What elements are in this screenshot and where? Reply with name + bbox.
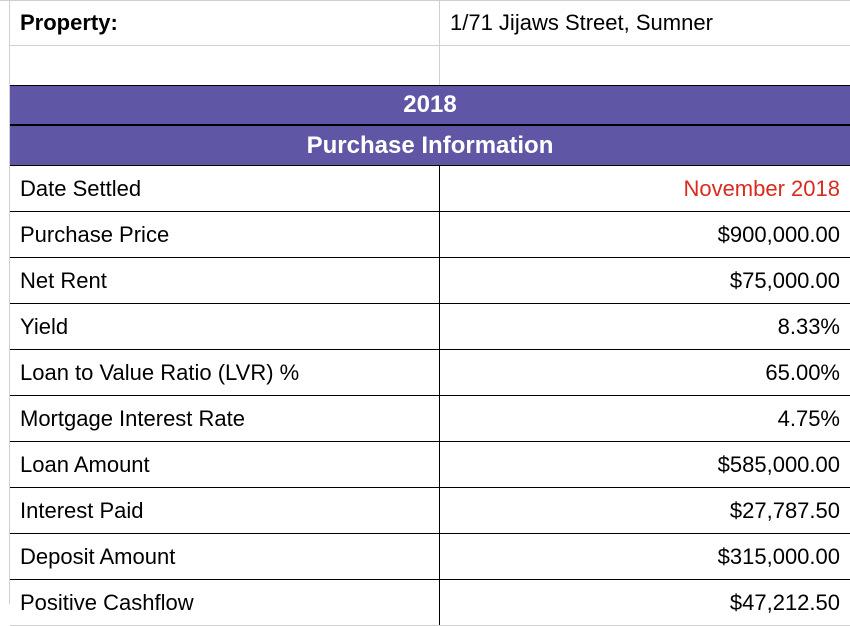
row-label-cell[interactable]: Date Settled [10, 166, 440, 211]
row-label-cell[interactable]: Loan to Value Ratio (LVR) % [10, 350, 440, 395]
table-row: Positive Cashflow $47,212.50 [10, 580, 850, 626]
table-row: Deposit Amount $315,000.00 [10, 534, 850, 580]
table-row: Interest Paid $27,787.50 [10, 488, 850, 534]
row-value: 65.00% [765, 360, 840, 386]
data-rows: Date Settled November 2018 Purchase Price $… [10, 166, 850, 626]
table-row: Net Rent $75,000.00 [10, 258, 850, 304]
row-label-cell[interactable]: Yield [10, 304, 440, 349]
year-banner[interactable]: 2018 [10, 86, 850, 126]
row-value-cell[interactable]: $27,787.50 [440, 488, 850, 533]
row-label: Purchase Price [20, 222, 169, 248]
row-label: Loan to Value Ratio (LVR) % [20, 360, 299, 386]
row-value: $27,787.50 [730, 498, 840, 524]
row-value: $75,000.00 [730, 268, 840, 294]
spacer-right[interactable] [440, 46, 850, 85]
year-banner-text: 2018 [403, 91, 456, 119]
row-label: Interest Paid [20, 498, 144, 524]
row-value: $47,212.50 [730, 590, 840, 616]
spacer-left[interactable] [10, 46, 440, 85]
property-label-cell[interactable]: Property: [10, 0, 440, 45]
table-row: Yield 8.33% [10, 304, 850, 350]
row-value-cell[interactable]: 4.75% [440, 396, 850, 441]
content-area: Property: 1/71 Jijaws Street, Sumner 201… [10, 0, 850, 626]
row-value: 8.33% [778, 314, 840, 340]
row-label-cell[interactable]: Deposit Amount [10, 534, 440, 579]
section-banner[interactable]: Purchase Information [10, 126, 850, 166]
row-label: Mortgage Interest Rate [20, 406, 245, 432]
row-label: Loan Amount [20, 452, 150, 478]
spreadsheet-sheet: Property: 1/71 Jijaws Street, Sumner 201… [0, 0, 850, 604]
section-banner-text: Purchase Information [307, 132, 554, 160]
property-value-cell[interactable]: 1/71 Jijaws Street, Sumner [440, 0, 850, 45]
row-value: $900,000.00 [718, 222, 840, 248]
row-label-cell[interactable]: Loan Amount [10, 442, 440, 487]
table-row: Loan to Value Ratio (LVR) % 65.00% [10, 350, 850, 396]
row-label: Date Settled [20, 176, 141, 202]
row-value-cell[interactable]: November 2018 [440, 166, 850, 211]
property-value: 1/71 Jijaws Street, Sumner [450, 10, 713, 36]
property-label: Property: [20, 10, 118, 36]
property-header-row: Property: 1/71 Jijaws Street, Sumner [10, 0, 850, 46]
row-label-cell[interactable]: Net Rent [10, 258, 440, 303]
row-value: $315,000.00 [718, 544, 840, 570]
row-label-cell[interactable]: Positive Cashflow [10, 580, 440, 625]
row-label: Net Rent [20, 268, 107, 294]
row-value: 4.75% [778, 406, 840, 432]
row-value-cell[interactable]: $315,000.00 [440, 534, 850, 579]
row-value-cell[interactable]: $900,000.00 [440, 212, 850, 257]
spacer-row [10, 46, 850, 86]
table-row: Purchase Price $900,000.00 [10, 212, 850, 258]
table-row: Date Settled November 2018 [10, 166, 850, 212]
table-row: Loan Amount $585,000.00 [10, 442, 850, 488]
row-value-cell[interactable]: 8.33% [440, 304, 850, 349]
row-label-cell[interactable]: Mortgage Interest Rate [10, 396, 440, 441]
row-label-cell[interactable]: Interest Paid [10, 488, 440, 533]
row-value: $585,000.00 [718, 452, 840, 478]
row-value-cell[interactable]: $47,212.50 [440, 580, 850, 625]
row-label: Positive Cashflow [20, 590, 194, 616]
grid-edge-left [0, 0, 10, 604]
row-value-cell[interactable]: $585,000.00 [440, 442, 850, 487]
row-value-cell[interactable]: 65.00% [440, 350, 850, 395]
row-label-cell[interactable]: Purchase Price [10, 212, 440, 257]
row-value-cell[interactable]: $75,000.00 [440, 258, 850, 303]
row-label: Yield [20, 314, 68, 340]
row-label: Deposit Amount [20, 544, 175, 570]
row-value: November 2018 [683, 176, 840, 202]
table-row: Mortgage Interest Rate 4.75% [10, 396, 850, 442]
